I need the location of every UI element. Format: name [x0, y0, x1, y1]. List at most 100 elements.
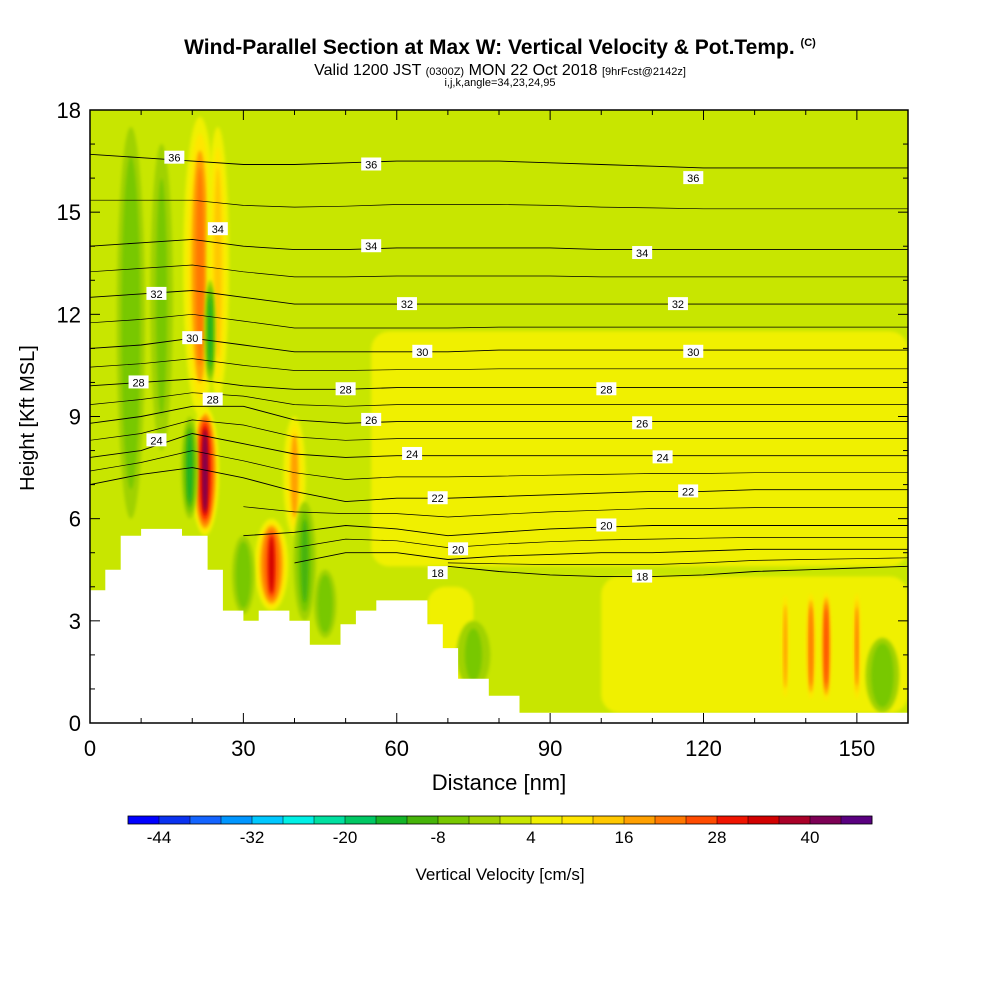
chart-params: i,j,k,angle=34,23,24,95: [444, 77, 556, 89]
theta-contour-16: [447, 565, 908, 578]
contour-label-bg: [678, 484, 699, 498]
contour-label: 28: [596, 382, 617, 396]
contour-label-bg: [683, 171, 704, 185]
contour-label-bg: [202, 392, 223, 406]
contour-label-text: 18: [432, 568, 444, 580]
theta-contour-minor: [90, 419, 908, 441]
colorbar-swatch: [159, 816, 191, 824]
velocity-cell: [876, 649, 889, 702]
colorbar-swatch: [407, 816, 439, 824]
y-tick-label: 15: [57, 200, 81, 225]
contour-label: 32: [146, 286, 167, 301]
colorbar-swatch: [686, 816, 718, 824]
contour-label-text: 18: [636, 572, 648, 584]
colorbar-swatch: [469, 816, 501, 824]
velocity-cell: [465, 628, 482, 682]
colorbar-swatch: [438, 816, 470, 824]
contour-label: 24: [146, 433, 167, 447]
velocity-cell: [214, 167, 222, 359]
contour-label-text: 34: [636, 248, 648, 260]
contour-label-bg: [683, 344, 704, 358]
contour-label: 30: [182, 331, 203, 345]
colorbar-tick-label: -32: [240, 828, 265, 847]
colorbar-swatch: [748, 816, 780, 824]
contour-label-text: 28: [207, 394, 219, 406]
y-tick-label: 9: [69, 405, 81, 430]
theta-contour-26: [90, 405, 908, 424]
chart-subtitle: Valid 1200 JST (0300Z) MON 22 Oct 2018 […: [314, 62, 686, 79]
velocity-cell: [195, 167, 205, 366]
contour-label-text: 32: [672, 299, 684, 311]
colorbar-swatch: [624, 816, 656, 824]
colorbar-tick-label: -44: [147, 828, 172, 847]
colorbar-swatch: [345, 816, 377, 824]
contour-label-text: 28: [600, 384, 612, 396]
velocity-cell: [809, 606, 813, 686]
contour-label: 34: [361, 239, 382, 253]
colorbar-swatch: [779, 816, 811, 824]
colorbar-tick-label: -20: [333, 828, 358, 847]
contour-label-text: 34: [212, 224, 224, 236]
contour-label-bg: [632, 416, 653, 430]
contour-label-bg: [164, 150, 185, 164]
contour-label-text: 36: [365, 159, 377, 171]
contour-label: 30: [683, 344, 704, 359]
colorbar: -44 -32 -20 -8 4 16 28 40: [127, 815, 873, 847]
y-tick-label: 6: [69, 507, 81, 532]
colorbar-swatch: [810, 816, 842, 824]
theta-contour-minor: [447, 557, 908, 565]
theta-contour-28: [90, 378, 908, 390]
contour-label: 32: [667, 297, 688, 311]
contour-label-bg: [427, 491, 448, 505]
colorbar-swatch: [841, 816, 873, 824]
contour-label-text: 36: [687, 173, 699, 185]
contour-label-bg: [182, 331, 203, 345]
x-tick-label: 150: [839, 736, 876, 761]
colorbar-tick-label: 28: [708, 828, 727, 847]
contour-label: 24: [402, 446, 423, 461]
contour-label: 20: [596, 518, 617, 532]
colorbar-swatch: [190, 816, 222, 824]
terrain: [90, 528, 908, 723]
contour-label-text: 24: [406, 449, 418, 461]
theta-contour-32: [90, 290, 908, 305]
contour-label: 22: [427, 491, 448, 505]
contour-label: 24: [652, 450, 673, 464]
velocity-cell: [268, 535, 275, 594]
colorbar-swatch: [283, 816, 315, 824]
theta-contours: [90, 153, 908, 578]
contour-label-text: 28: [132, 377, 144, 389]
colorbar-swatch: [717, 816, 749, 824]
contour-label-bg: [361, 412, 382, 426]
theta-contour-18: [294, 548, 908, 564]
contour-label: 28: [128, 375, 149, 389]
contour-label: 32: [396, 297, 417, 311]
contour-label-text: 20: [452, 544, 464, 556]
contour-label-bg: [632, 569, 653, 583]
y-tick-label: 3: [69, 609, 81, 634]
x-tick-label: 0: [84, 736, 96, 761]
contour-label: 18: [632, 569, 653, 584]
contour-label-bg: [427, 566, 448, 580]
contour-label-bg: [361, 157, 382, 171]
colorbar-swatch: [531, 816, 563, 824]
velocity-cell: [783, 604, 788, 689]
theta-contour-minor: [90, 450, 908, 480]
theta-contour-20: [243, 525, 908, 537]
colorbar-tick-label: -8: [430, 828, 445, 847]
contour-label: 36: [361, 157, 382, 171]
colorbar-tick-label: 16: [615, 828, 634, 847]
contour-label: 36: [683, 171, 704, 185]
velocity-cell: [855, 606, 859, 686]
x-axis-label: Distance [nm]: [432, 770, 567, 795]
contour-label-bg: [652, 450, 673, 464]
contour-label-bg: [128, 375, 149, 389]
colorbar-swatch: [252, 816, 284, 824]
contour-label-bg: [632, 246, 653, 260]
theta-contour-minor: [243, 506, 908, 518]
contour-label-text: 36: [168, 153, 180, 165]
colorbar-swatch: [655, 816, 687, 824]
y-tick-label: 18: [57, 98, 81, 123]
contour-label-text: 26: [636, 418, 648, 430]
